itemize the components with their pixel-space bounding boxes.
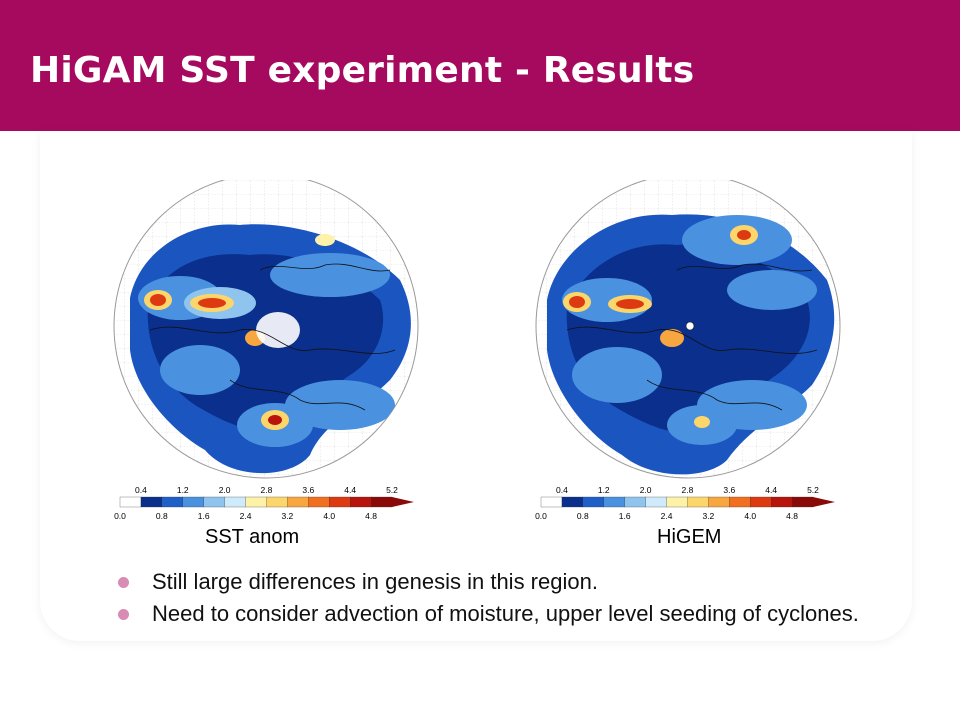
bullet-text: Need to consider advection of moisture, … [152, 601, 859, 626]
colorbar-segment [266, 496, 288, 508]
colorbar-tick-label: 2.4 [661, 511, 673, 521]
colorbar-segment [708, 496, 730, 508]
colorbar-segment [224, 496, 246, 508]
colorbar-tick-label: 2.0 [219, 485, 231, 495]
colorbar-segment [329, 496, 351, 508]
colorbar-tick-label: 3.2 [702, 511, 714, 521]
colorbar-segment [308, 496, 330, 508]
colorbar-segment [245, 496, 267, 508]
colorbar-tick-label: 5.2 [386, 485, 398, 495]
colorbar-segment [666, 496, 688, 508]
colorbar-segment [203, 496, 226, 508]
colorbar-segment [603, 496, 626, 508]
colorbar-tick-label: 3.6 [723, 485, 735, 495]
bullet-item: Still large differences in genesis in th… [118, 568, 908, 595]
colorbar-tick-label: 4.0 [744, 511, 756, 521]
colorbar-tick-label: 2.8 [682, 485, 694, 495]
bullet-dot-icon [118, 609, 129, 620]
colorbar-segment [582, 496, 605, 508]
colorbar-tick-label: 4.4 [765, 485, 777, 495]
colorbar-segment [119, 496, 142, 508]
caption-sst-anom: SST anom [205, 526, 300, 548]
colorbar-segment [791, 496, 814, 508]
colorbar-segment [182, 496, 205, 508]
colorbar-tick-label: 4.4 [344, 485, 356, 495]
colorbar-segment [161, 496, 184, 508]
slide-title: HiGAM SST experiment - Results [30, 50, 695, 91]
colorbar-tick-label: 1.6 [198, 511, 210, 521]
colorbar-tick-label: 0.0 [114, 511, 126, 521]
colorbar-tick-label: 3.6 [302, 485, 314, 495]
colorbar-segment [140, 496, 163, 508]
bullet-item: Need to consider advection of moisture, … [118, 600, 908, 627]
caption-higem: HiGEM [657, 526, 722, 548]
colorbar-segment [540, 496, 563, 508]
colorbar-segment [287, 496, 309, 508]
colorbar-tick-label: 1.6 [619, 511, 631, 521]
colorbar-tick-label: 2.4 [240, 511, 252, 521]
polar-map-sst-anom [110, 180, 430, 490]
colorbar-tick-label: 2.0 [640, 485, 652, 495]
colorbar-tick-label: 0.0 [535, 511, 547, 521]
colorbar-tick-label: 4.8 [365, 511, 377, 521]
colorbar-tick-label: 1.2 [177, 485, 189, 495]
colorbar-tick-label: 0.4 [135, 485, 147, 495]
colorbar-tick-label: 0.8 [577, 511, 589, 521]
colorbar-tick-label: 0.4 [556, 485, 568, 495]
colorbar-segment [645, 496, 667, 508]
colorbar-tick-label: 2.8 [261, 485, 273, 495]
bullet-dot-icon [118, 577, 129, 588]
colorbar-tick-label: 5.2 [807, 485, 819, 495]
colorbar-segment [687, 496, 709, 508]
colorbar-segment [624, 496, 647, 508]
colorbar-arrow-icon [813, 497, 835, 507]
colorbar-tick-label: 3.2 [281, 511, 293, 521]
title-bar: HiGAM SST experiment - Results [0, 0, 960, 131]
colorbar-segment [561, 496, 584, 508]
bullet-list: Still large differences in genesis in th… [118, 568, 908, 632]
bullet-text: Still large differences in genesis in th… [152, 569, 598, 594]
colorbar-segment [370, 496, 393, 508]
colorbar-segment [771, 496, 793, 508]
colorbar-segment [729, 496, 751, 508]
colorbar-tick-label: 4.8 [786, 511, 798, 521]
colorbar-tick-label: 1.2 [598, 485, 610, 495]
colorbar-arrow-icon [392, 497, 414, 507]
colorbar-segment [350, 496, 372, 508]
colorbar-tick-label: 4.0 [323, 511, 335, 521]
colorbar-sst-anom: 0.4 1.2 2.0 2.8 3.6 4.4 5.2 0.0 0.8 1.6 2.4 3.2 4.0 4… [112, 481, 422, 532]
colorbar-segment [750, 496, 772, 508]
polar-map-higem [532, 180, 852, 490]
colorbar-tick-label: 0.8 [156, 511, 168, 521]
colorbar-higem: 0.4 1.2 2.0 2.8 3.6 4.4 5.2 0.0 0.8 1.6 2.4 3.2 4.0 4… [533, 481, 843, 532]
